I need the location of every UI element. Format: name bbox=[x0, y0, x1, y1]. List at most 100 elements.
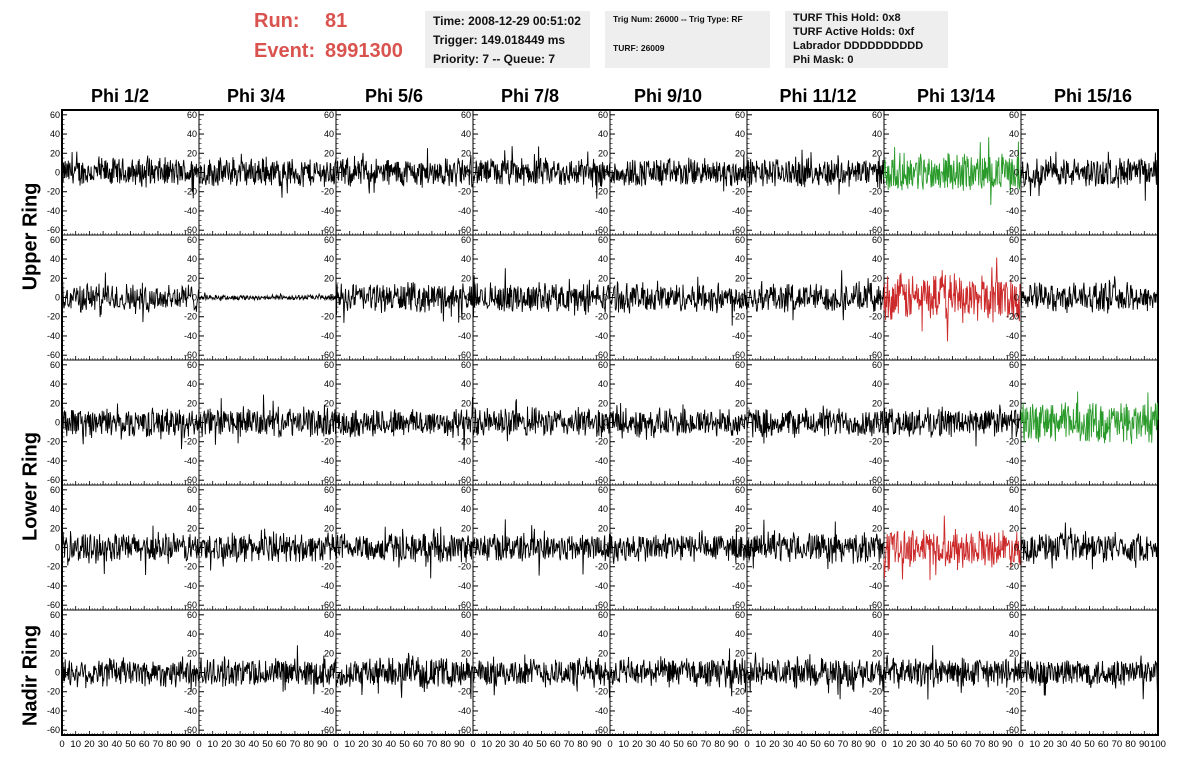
y-tick-label: -40 bbox=[184, 456, 197, 466]
y-tick-label: -40 bbox=[595, 706, 608, 716]
y-tick-label: 20 bbox=[461, 273, 471, 283]
y-tick-label: -60 bbox=[47, 350, 60, 360]
y-tick-label: -40 bbox=[47, 581, 60, 591]
y-tick-label: 60 bbox=[872, 235, 882, 245]
waveform-line bbox=[198, 292, 337, 302]
y-tick-label: 20 bbox=[1009, 148, 1019, 158]
panel-frame bbox=[883, 359, 1022, 486]
y-tick-label: 0 bbox=[55, 293, 60, 303]
y-tick-label: 20 bbox=[324, 398, 334, 408]
y-tick-label: -60 bbox=[869, 725, 882, 735]
x-tick-label: 10 bbox=[207, 739, 218, 750]
x-tick-label: 40 bbox=[934, 739, 945, 750]
y-tick-label: -20 bbox=[184, 437, 197, 447]
y-tick-label: 0 bbox=[877, 293, 882, 303]
y-tick-label: 0 bbox=[740, 168, 745, 178]
y-tick-label: -60 bbox=[595, 725, 608, 735]
x-tick-label: 20 bbox=[769, 739, 780, 750]
y-tick-label: 20 bbox=[187, 523, 197, 533]
y-tick-label: -40 bbox=[732, 706, 745, 716]
x-tick-label: 80 bbox=[851, 739, 862, 750]
y-tick-label: -60 bbox=[184, 350, 197, 360]
y-tick-label: -20 bbox=[458, 437, 471, 447]
y-tick-label: -40 bbox=[47, 456, 60, 466]
x-tick-label: 60 bbox=[413, 739, 424, 750]
y-tick-label: -20 bbox=[321, 437, 334, 447]
y-tick-label: -60 bbox=[732, 225, 745, 235]
y-tick-label: 0 bbox=[603, 418, 608, 428]
column-header-phi-11-12: Phi 11/12 bbox=[779, 86, 857, 106]
turf-active-holds-text: TURF Active Holds: 0xf bbox=[793, 26, 915, 38]
event-label: Event: bbox=[254, 40, 316, 62]
y-tick-label: -20 bbox=[595, 562, 608, 572]
y-tick-label: 40 bbox=[735, 504, 745, 514]
y-tick-label: 60 bbox=[461, 485, 471, 495]
x-tick-label: 90 bbox=[1002, 739, 1013, 750]
y-tick-label: -60 bbox=[458, 475, 471, 485]
y-tick-label: 20 bbox=[461, 148, 471, 158]
waveform-line bbox=[1020, 391, 1159, 445]
x-tick-label: 40 bbox=[112, 739, 123, 750]
x-tick-label: 70 bbox=[1112, 739, 1123, 750]
y-tick-label: -20 bbox=[458, 562, 471, 572]
y-tick-label: 0 bbox=[329, 543, 334, 553]
y-tick-label: -20 bbox=[321, 687, 334, 697]
waveform-line bbox=[609, 154, 748, 192]
y-tick-label: -20 bbox=[732, 562, 745, 572]
y-tick-label: 60 bbox=[735, 610, 745, 620]
y-tick-label: -40 bbox=[47, 706, 60, 716]
y-tick-label: -60 bbox=[869, 350, 882, 360]
x-tick-label: 50 bbox=[810, 739, 821, 750]
y-tick-label: -20 bbox=[321, 312, 334, 322]
x-tick-label: 0 bbox=[59, 739, 64, 750]
y-tick-label: -40 bbox=[321, 331, 334, 341]
turf-this-hold-text: TURF This Hold: 0x8 bbox=[793, 12, 901, 24]
x-tick-label: 40 bbox=[386, 739, 397, 750]
y-tick-label: 40 bbox=[598, 254, 608, 264]
y-tick-label: 20 bbox=[735, 398, 745, 408]
y-tick-label: 0 bbox=[329, 418, 334, 428]
waveform-line bbox=[472, 519, 611, 576]
y-tick-label: 40 bbox=[461, 379, 471, 389]
y-tick-label: -60 bbox=[869, 475, 882, 485]
y-tick-label: -40 bbox=[1006, 206, 1019, 216]
y-tick-label: 20 bbox=[50, 523, 60, 533]
y-tick-label: -60 bbox=[321, 475, 334, 485]
y-tick-label: 60 bbox=[461, 235, 471, 245]
y-tick-label: 20 bbox=[598, 398, 608, 408]
waveform-line bbox=[746, 149, 885, 195]
x-tick-label: 60 bbox=[139, 739, 150, 750]
y-tick-label: 20 bbox=[187, 648, 197, 658]
x-tick-label: 50 bbox=[947, 739, 958, 750]
y-tick-label: 40 bbox=[1009, 254, 1019, 264]
x-tick-label: 60 bbox=[687, 739, 698, 750]
x-tick-label: 30 bbox=[920, 739, 931, 750]
waveform-line bbox=[883, 515, 1022, 581]
x-tick-label: 20 bbox=[221, 739, 232, 750]
x-tick-label: 80 bbox=[166, 739, 177, 750]
y-tick-label: 60 bbox=[1009, 110, 1019, 120]
y-tick-label: 40 bbox=[324, 504, 334, 514]
x-tick-label: 90 bbox=[591, 739, 602, 750]
x-tick-label: 10 bbox=[481, 739, 492, 750]
x-tick-label: 20 bbox=[1043, 739, 1054, 750]
column-header-phi-5-6: Phi 5/6 bbox=[364, 86, 424, 106]
y-tick-label: -60 bbox=[732, 600, 745, 610]
y-tick-label: -60 bbox=[184, 725, 197, 735]
y-tick-label: 0 bbox=[329, 293, 334, 303]
y-tick-label: 40 bbox=[50, 129, 60, 139]
x-tick-label: 70 bbox=[701, 739, 712, 750]
waveform-line bbox=[609, 402, 748, 440]
trig-info-box: Trig Num: 26000 -- Trig Type: RF TURF: 2… bbox=[605, 11, 770, 68]
y-tick-label: -20 bbox=[184, 312, 197, 322]
waveform-line bbox=[472, 654, 611, 698]
waveform-line bbox=[335, 526, 474, 579]
y-tick-label: 0 bbox=[466, 418, 471, 428]
x-tick-label: 90 bbox=[317, 739, 328, 750]
x-tick-label: 30 bbox=[372, 739, 383, 750]
y-tick-label: 40 bbox=[50, 504, 60, 514]
x-tick-label: 10 bbox=[1029, 739, 1040, 750]
y-tick-label: 20 bbox=[187, 148, 197, 158]
waveform-line bbox=[61, 525, 200, 576]
